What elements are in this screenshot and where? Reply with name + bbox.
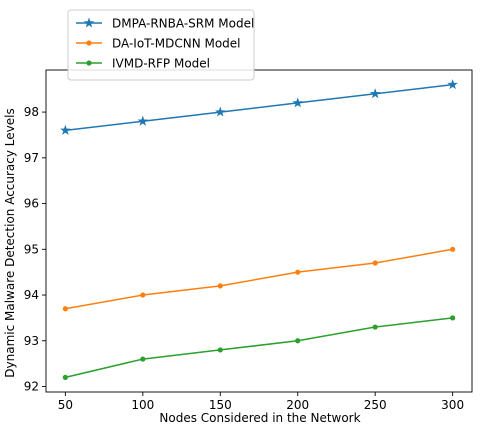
- data-point: [447, 79, 458, 90]
- data-point: [62, 374, 68, 380]
- y-axis-label: Dynamic Malware Detection Accuracy Level…: [3, 108, 17, 377]
- data-point: [217, 283, 223, 289]
- series-line-1: [65, 83, 453, 132]
- data-point: [450, 246, 456, 252]
- data-point: [217, 347, 223, 353]
- y-tick-label: 96: [24, 197, 39, 211]
- y-tick-label: 92: [24, 380, 39, 394]
- legend-marker: [83, 17, 95, 28]
- x-tick-label: 50: [58, 398, 73, 412]
- series-line-2: [65, 248, 453, 310]
- data-point: [295, 269, 301, 275]
- y-tick-label: 95: [24, 242, 39, 256]
- legend-label: DA-IoT-MDCNN Model: [112, 37, 241, 51]
- legend-marker: [86, 40, 92, 46]
- x-tick-label: 100: [131, 398, 154, 412]
- data-point: [215, 106, 226, 117]
- data-point: [292, 97, 303, 108]
- y-tick-label: 94: [24, 288, 39, 302]
- x-axis-label: Nodes Considered in the Network: [159, 411, 360, 425]
- y-tick-label: 97: [24, 151, 39, 165]
- y-tick-label: 93: [24, 334, 39, 348]
- data-point: [137, 115, 149, 126]
- data-point: [140, 292, 146, 298]
- legend-label: IVMD-RFP Model: [112, 57, 210, 71]
- data-point: [450, 315, 456, 321]
- x-tick-label: 150: [209, 398, 232, 412]
- data-point: [140, 356, 146, 362]
- plot-area: 50 100 150 200 250 300 92 93 94 95 96 97 98: [24, 69, 473, 412]
- data-point: [62, 306, 68, 312]
- plot-frame: [45, 69, 473, 393]
- legend: DMPA-RNBA-SRM Model DA-IoT-MDCNN Model IVM…: [67, 9, 255, 81]
- x-tick-label: 250: [364, 398, 387, 412]
- data-point: [369, 88, 381, 99]
- legend-marker: [86, 60, 92, 66]
- data-point: [60, 124, 71, 135]
- y-tick-label: 98: [24, 105, 39, 119]
- series-line-3: [65, 317, 453, 379]
- legend-box: [67, 9, 255, 81]
- data-point: [372, 324, 378, 330]
- legend-label: DMPA-RNBA-SRM Model: [112, 17, 254, 31]
- x-tick-label: 200: [286, 398, 309, 412]
- data-point: [372, 260, 378, 266]
- data-point: [295, 338, 301, 344]
- x-tick-label: 300: [441, 398, 464, 412]
